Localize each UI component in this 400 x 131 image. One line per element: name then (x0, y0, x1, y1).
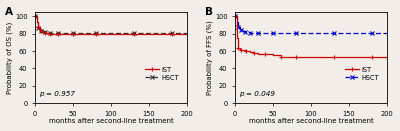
Text: p = 0.957: p = 0.957 (39, 91, 75, 97)
Text: B: B (205, 7, 213, 17)
Y-axis label: Probability of OS (%): Probability of OS (%) (7, 21, 14, 94)
Text: A: A (5, 7, 13, 17)
X-axis label: months after second-line treatment: months after second-line treatment (248, 118, 373, 124)
Y-axis label: Probability of FFS (%): Probability of FFS (%) (207, 20, 214, 95)
Legend: IST, HSCT: IST, HSCT (342, 64, 382, 83)
Text: p = 0.049: p = 0.049 (239, 91, 275, 97)
X-axis label: months after second-line treatment: months after second-line treatment (48, 118, 173, 124)
Legend: IST, HSCT: IST, HSCT (142, 64, 182, 83)
